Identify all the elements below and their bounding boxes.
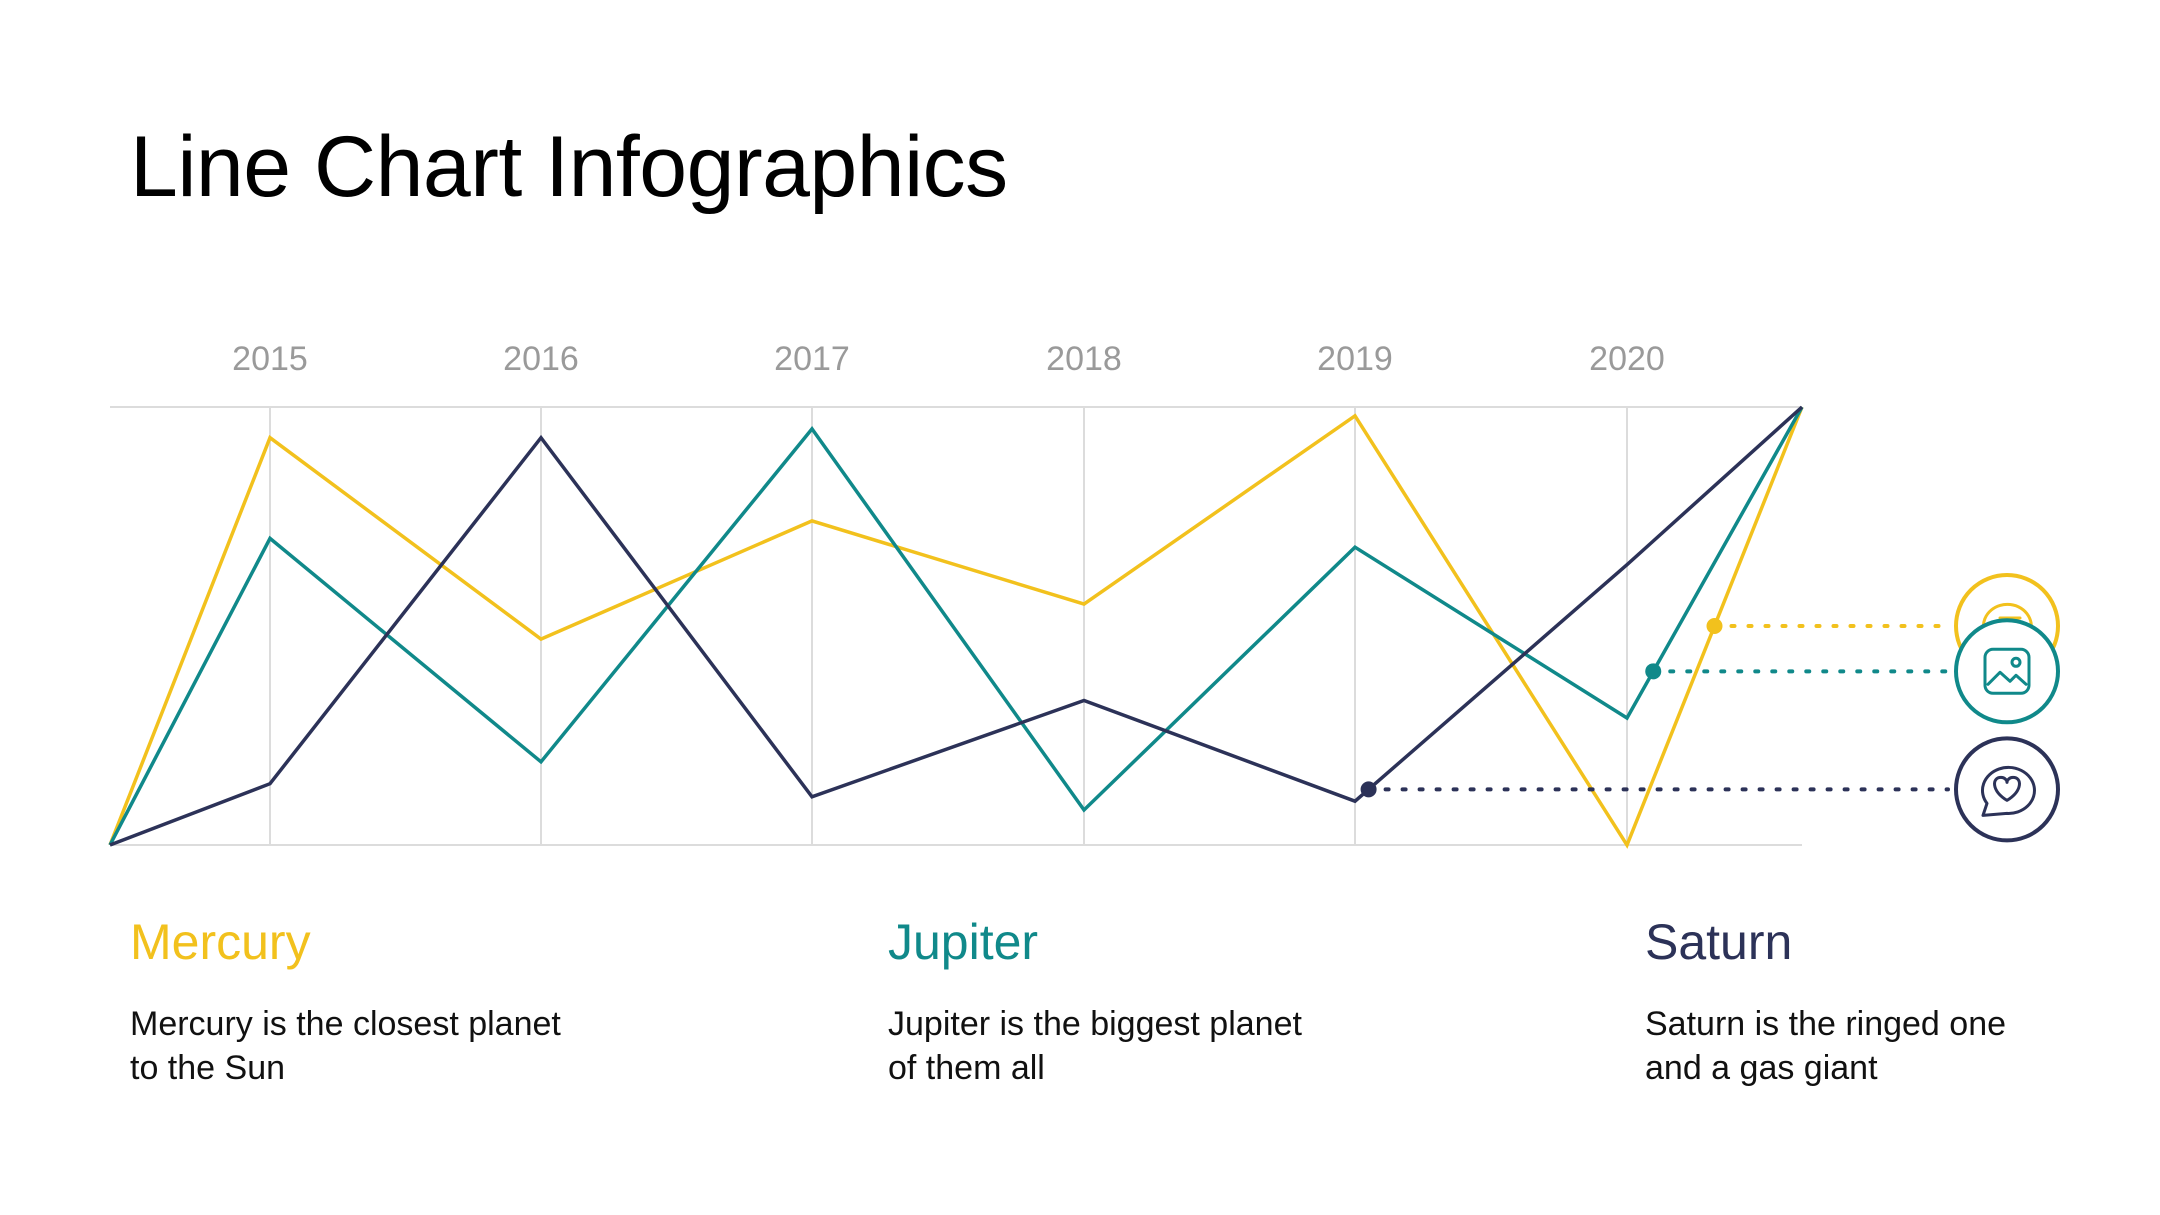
icon-badge-jupiter (1954, 618, 2060, 725)
series-line-saturn (109, 405, 1804, 847)
series-line-mercury (108, 406, 1804, 849)
marker-point-saturn (1360, 781, 1377, 798)
legend-mercury: Mercury Mercury is the closest planet to… (130, 912, 650, 1090)
tick-label-2017: 2017 (774, 340, 850, 378)
icon-ring-jupiter (1954, 618, 2060, 725)
marker-point-jupiter (1645, 663, 1662, 680)
legend-description-mercury: Mercury is the closest planet to the Sun (130, 1005, 561, 1087)
legend-jupiter: Jupiter Jupiter is the biggest planet of… (888, 912, 1408, 1090)
tick-label-2015: 2015 (232, 340, 308, 378)
page-title: Line Chart Infographics (130, 119, 1008, 215)
series-line-jupiter (108, 406, 1804, 846)
legend-name-jupiter: Jupiter (888, 914, 1039, 970)
tick-label-2018: 2018 (1046, 340, 1122, 378)
icon-badge-saturn (1954, 736, 2060, 843)
series-icons (1954, 573, 2060, 843)
tick-label-2020: 2020 (1589, 340, 1665, 378)
connector-lines (1360, 618, 1950, 798)
series-lines (108, 405, 1804, 849)
tick-label-2016: 2016 (503, 340, 579, 378)
legend-description-jupiter: Jupiter is the biggest planet of them al… (888, 1005, 1302, 1087)
icon-ring-saturn (1954, 736, 2060, 843)
legend-name-mercury: Mercury (130, 914, 311, 970)
legend-description-saturn: Saturn is the ringed one and a gas giant (1645, 1005, 2007, 1087)
image-icon (1983, 647, 2031, 695)
legend-saturn: Saturn Saturn is the ringed one and a ga… (1645, 912, 2160, 1090)
chart-grid (110, 406, 1802, 846)
heart-chat-icon (1981, 765, 2036, 817)
legend-name-saturn: Saturn (1645, 914, 1793, 970)
tick-label-2019: 2019 (1317, 340, 1393, 378)
marker-point-mercury (1706, 618, 1723, 634)
x-axis-tick-labels: 2015 2016 2017 2018 2019 2020 (232, 340, 1665, 378)
